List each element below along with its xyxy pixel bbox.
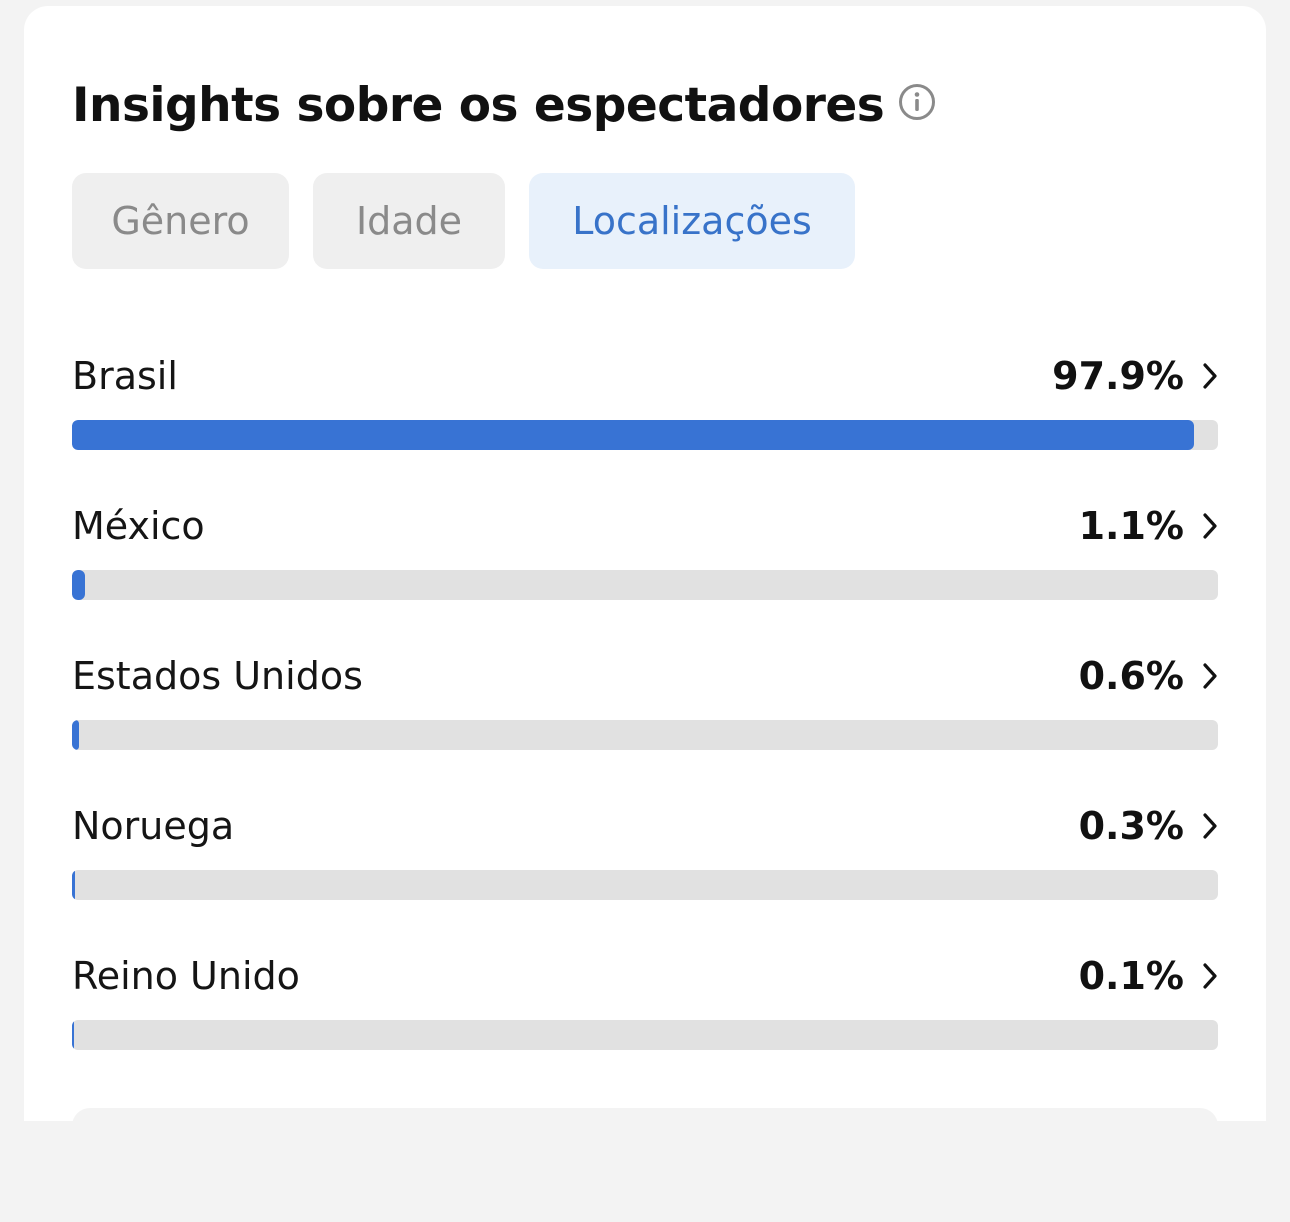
- chevron-right-icon: [1194, 961, 1218, 991]
- country-percent: 0.6%: [1078, 654, 1184, 698]
- country-name: Noruega: [72, 804, 235, 848]
- location-row-reino-unido[interactable]: Reino Unido 0.1%: [72, 946, 1218, 1056]
- country-percent: 97.9%: [1052, 354, 1184, 398]
- progress-fill: [72, 1020, 74, 1050]
- viewer-insights-card: Insights sobre os espectadores Gênero Id…: [24, 6, 1266, 1121]
- tab-localizacoes[interactable]: Localizações: [529, 173, 855, 269]
- country-name: Estados Unidos: [72, 654, 363, 698]
- chevron-right-icon: [1194, 661, 1218, 691]
- progress-fill: [72, 570, 85, 600]
- location-row-brasil[interactable]: Brasil 97.9%: [72, 346, 1218, 456]
- insight-tabs: Gênero Idade Localizações: [72, 173, 855, 269]
- info-icon[interactable]: [898, 83, 936, 121]
- country-percent: 1.1%: [1078, 504, 1184, 548]
- location-row-noruega[interactable]: Noruega 0.3%: [72, 796, 1218, 906]
- location-row-mexico[interactable]: México 1.1%: [72, 496, 1218, 606]
- country-percent: 0.3%: [1078, 804, 1184, 848]
- country-name: México: [72, 504, 205, 548]
- tab-genero[interactable]: Gênero: [72, 173, 289, 269]
- location-row-estados-unidos[interactable]: Estados Unidos 0.6%: [72, 646, 1218, 756]
- tab-idade[interactable]: Idade: [313, 173, 505, 269]
- progress-fill: [72, 870, 76, 900]
- progress-fill: [72, 420, 1194, 450]
- chevron-right-icon: [1194, 511, 1218, 541]
- chevron-right-icon: [1194, 361, 1218, 391]
- card-header: Insights sobre os espectadores: [72, 68, 936, 142]
- progress-track: [72, 420, 1218, 450]
- card-title: Insights sobre os espectadores: [72, 77, 885, 133]
- country-name: Brasil: [72, 354, 178, 398]
- progress-track: [72, 570, 1218, 600]
- progress-fill: [72, 720, 79, 750]
- chevron-right-icon: [1194, 811, 1218, 841]
- country-name: Reino Unido: [72, 954, 300, 998]
- country-percent: 0.1%: [1078, 954, 1184, 998]
- next-section-edge: [72, 1108, 1218, 1121]
- progress-track: [72, 720, 1218, 750]
- progress-track: [72, 1020, 1218, 1050]
- progress-track: [72, 870, 1218, 900]
